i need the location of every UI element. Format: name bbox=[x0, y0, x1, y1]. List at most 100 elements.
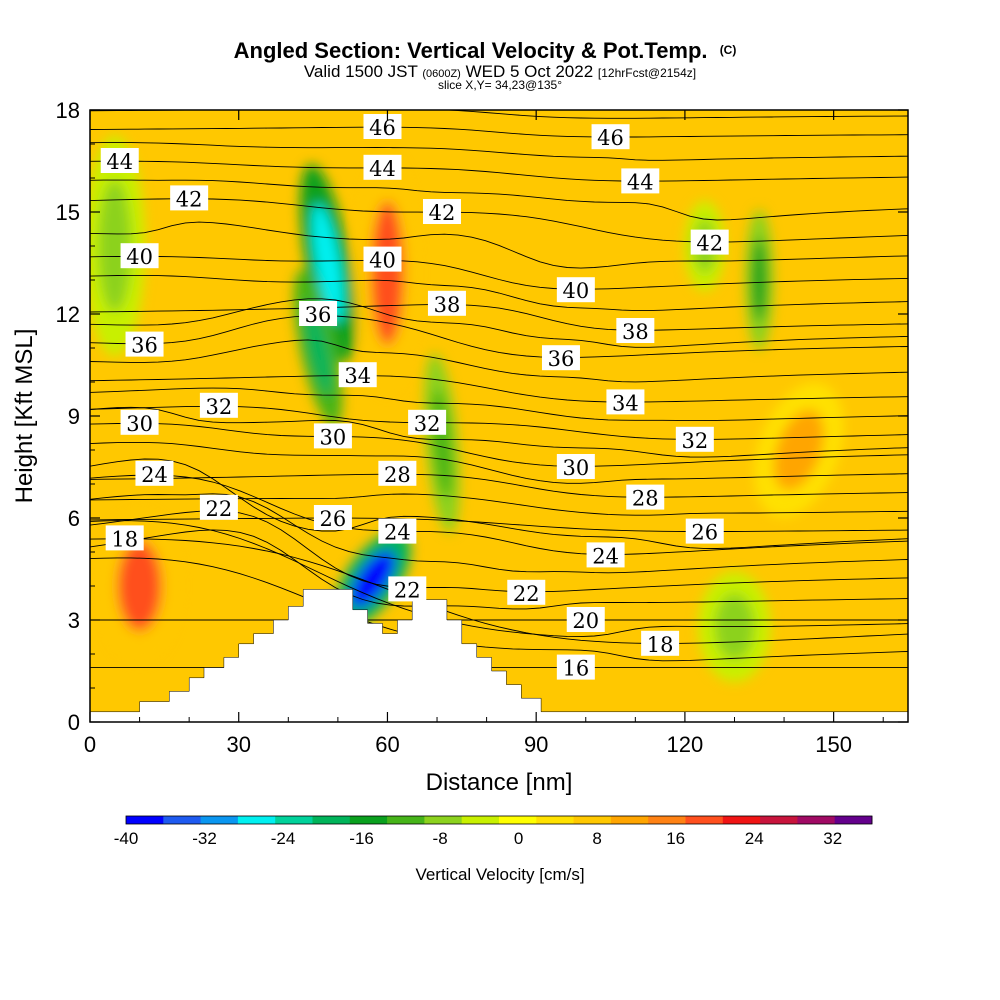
theta-label: 40 bbox=[363, 246, 402, 273]
theta-contour-line bbox=[90, 520, 908, 638]
theta-label: 20 bbox=[566, 607, 605, 633]
theta-contour-line bbox=[90, 315, 908, 358]
colorbar-label: Vertical Velocity [cm/s] bbox=[415, 865, 584, 884]
theta-label: 36 bbox=[299, 301, 338, 327]
theta-label-box bbox=[125, 331, 164, 357]
theta-label-box bbox=[338, 362, 377, 388]
theta-label-text: 20 bbox=[572, 609, 599, 633]
colorbar-tick-label: 8 bbox=[592, 829, 601, 848]
theta-label-box bbox=[621, 168, 660, 194]
theta-label-text: 24 bbox=[141, 463, 168, 487]
theta-contour-line bbox=[90, 474, 908, 555]
colorbar: -40 -32 -24 -16 -8 0 8 16 24 32 bbox=[114, 815, 873, 848]
theta-contour-line bbox=[90, 529, 908, 610]
colorbar-swatch bbox=[387, 816, 425, 824]
colorbar-swatch bbox=[573, 816, 612, 824]
theta-label: 28 bbox=[626, 484, 665, 511]
chart-subtitle: Valid 1500 JST (0600Z) WED 5 Oct 2022 [1… bbox=[304, 62, 696, 81]
theta-label: 22 bbox=[388, 576, 427, 602]
velocity-feature-core bbox=[117, 541, 162, 631]
colorbar-tick-label: -8 bbox=[433, 829, 448, 848]
x-tick-label: 30 bbox=[226, 732, 250, 757]
theta-label: 36 bbox=[125, 331, 164, 358]
theta-label: 26 bbox=[685, 518, 724, 545]
theta-label: 42 bbox=[422, 199, 461, 225]
theta-label-box bbox=[378, 460, 417, 486]
theta-label-box bbox=[616, 318, 655, 343]
theta-label-box bbox=[586, 542, 625, 568]
theta-label-box bbox=[641, 630, 680, 656]
theta-label-box bbox=[556, 454, 595, 479]
theta-label-text: 40 bbox=[562, 279, 589, 303]
theta-label: 40 bbox=[120, 243, 159, 269]
theta-contour-line bbox=[90, 422, 908, 467]
colorbar-tick-label: 16 bbox=[666, 829, 685, 848]
theta-label: 24 bbox=[586, 542, 625, 568]
theta-label-text: 28 bbox=[384, 463, 411, 487]
x-axis-label: Distance [nm] bbox=[426, 769, 573, 796]
theta-label: 44 bbox=[363, 154, 402, 181]
theta-label-box bbox=[313, 505, 352, 530]
theta-label-text: 38 bbox=[434, 293, 461, 317]
theta-label-box bbox=[427, 290, 466, 316]
colorbar-swatch bbox=[610, 816, 649, 824]
theta-label: 30 bbox=[313, 423, 352, 449]
theta-label: 26 bbox=[313, 505, 352, 531]
theta-label-text: 34 bbox=[344, 364, 371, 388]
theta-contour-line bbox=[90, 406, 908, 458]
theta-label-box bbox=[422, 199, 461, 224]
terrain bbox=[90, 589, 908, 722]
theta-label: 18 bbox=[641, 630, 680, 657]
theta-label: 34 bbox=[338, 362, 377, 388]
theta-label-text: 26 bbox=[320, 507, 347, 531]
theta-label: 44 bbox=[100, 148, 139, 174]
theta-label-box bbox=[591, 124, 630, 150]
y-tick-label: 12 bbox=[56, 302, 80, 327]
x-tick-label: 120 bbox=[667, 732, 704, 757]
theta-label-box bbox=[199, 392, 238, 418]
colorbar-swatch bbox=[648, 816, 686, 824]
theta-label: 40 bbox=[556, 277, 595, 303]
colorbar-tick-label: 0 bbox=[514, 829, 523, 848]
theta-label-text: 46 bbox=[597, 126, 624, 150]
slice-info: slice X,Y= 34,23@135° bbox=[438, 78, 562, 92]
theta-label: 44 bbox=[621, 168, 660, 194]
colorbar-swatch bbox=[126, 816, 164, 824]
theta-label-box bbox=[363, 114, 402, 139]
velocity-feature-core bbox=[370, 201, 404, 346]
theta-contour-line bbox=[90, 473, 908, 498]
theta-label: 34 bbox=[606, 389, 645, 415]
theta-label: 38 bbox=[427, 290, 466, 317]
theta-label: 24 bbox=[135, 460, 174, 487]
theta-contour-line bbox=[90, 274, 908, 312]
theta-label: 18 bbox=[105, 525, 144, 551]
chart-title-suffix: (C) bbox=[720, 43, 737, 57]
theta-label: 16 bbox=[556, 654, 595, 681]
theta-label-text: 40 bbox=[126, 245, 153, 269]
theta-label-text: 44 bbox=[106, 150, 133, 174]
x-axis: 0 30 60 90 120 150 bbox=[84, 110, 884, 757]
theta-label-box bbox=[408, 409, 447, 435]
theta-label: 30 bbox=[556, 454, 595, 480]
theta-label-box bbox=[363, 154, 402, 180]
theta-label-text: 16 bbox=[562, 657, 589, 681]
theta-label: 30 bbox=[120, 409, 159, 436]
theta-label-box bbox=[541, 345, 580, 371]
theta-label-text: 38 bbox=[622, 320, 649, 344]
colorbar-swatch bbox=[536, 816, 574, 824]
theta-label-box bbox=[313, 423, 352, 449]
theta-contour-line bbox=[90, 458, 908, 549]
theta-label-box bbox=[685, 518, 724, 544]
theta-contour-line bbox=[90, 110, 908, 119]
theta-label-box bbox=[120, 409, 159, 435]
theta-label-box bbox=[100, 148, 139, 173]
colorbar-frame bbox=[125, 815, 873, 825]
theta-label: 22 bbox=[199, 494, 238, 521]
colorbar-swatch bbox=[237, 816, 276, 824]
y-tick-label: 9 bbox=[68, 404, 80, 429]
theta-label-text: 30 bbox=[562, 456, 589, 480]
velocity-feature-core bbox=[350, 550, 395, 608]
colorbar-swatch bbox=[163, 816, 201, 824]
x-tick-label: 0 bbox=[84, 732, 96, 757]
theta-contour-line bbox=[90, 557, 908, 662]
